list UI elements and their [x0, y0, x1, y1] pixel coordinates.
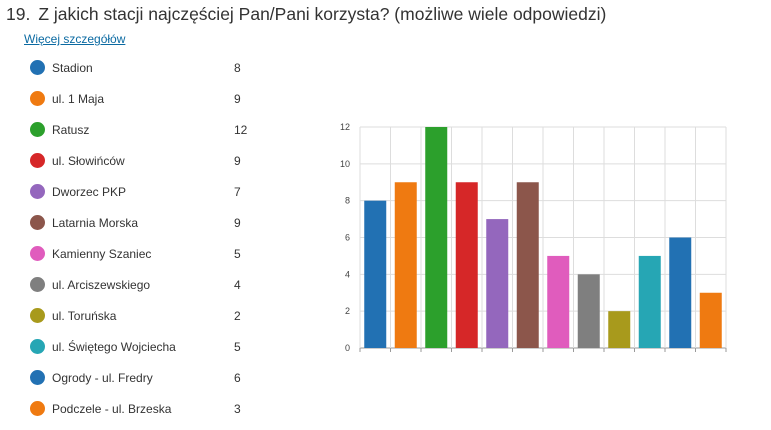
bar — [638, 255, 661, 348]
bar — [669, 237, 692, 348]
legend-label: ul. Toruńska — [52, 309, 117, 323]
legend-count: 6 — [234, 371, 241, 385]
legend-label: ul. Słowińców — [52, 154, 125, 168]
legend-count: 9 — [234, 92, 241, 106]
legend-color-dot — [30, 308, 45, 323]
legend-item: Ogrody - ul. Fredry 6 — [30, 368, 270, 399]
legend-label: ul. 1 Maja — [52, 92, 105, 106]
legend-count: 5 — [234, 247, 241, 261]
question-title: 19. Z jakich stacji najczęściej Pan/Pani … — [6, 4, 606, 25]
legend-label: Stadion — [52, 61, 93, 75]
legend-color-dot — [30, 184, 45, 199]
legend-label: Ogrody - ul. Fredry — [52, 371, 153, 385]
legend-count: 3 — [234, 402, 241, 416]
legend-count: 2 — [234, 309, 241, 323]
bar — [516, 182, 539, 348]
bar-chart: 0 2 4 6 8 10 12 — [330, 118, 730, 358]
bar — [608, 311, 631, 348]
y-tick-label: 10 — [340, 159, 350, 169]
y-tick-label: 2 — [345, 306, 350, 316]
bar — [699, 292, 722, 348]
y-tick-label: 6 — [345, 233, 350, 243]
bar — [486, 219, 509, 348]
legend-color-dot — [30, 277, 45, 292]
question-text: Z jakich stacji najczęściej Pan/Pani kor… — [38, 4, 607, 24]
legend-color-dot — [30, 401, 45, 416]
legend-color-dot — [30, 60, 45, 75]
legend-item: Stadion 8 — [30, 58, 270, 89]
legend-item: Kamienny Szaniec 5 — [30, 244, 270, 275]
y-tick-label: 8 — [345, 196, 350, 206]
legend-item: Dworzec PKP 7 — [30, 182, 270, 213]
legend-count: 8 — [234, 61, 241, 75]
legend-count: 9 — [234, 216, 241, 230]
bar — [547, 255, 570, 348]
legend-item: Ratusz 12 — [30, 120, 270, 151]
legend-count: 4 — [234, 278, 241, 292]
legend-color-dot — [30, 370, 45, 385]
bar — [425, 127, 448, 348]
legend-label: Podczele - ul. Brzeska — [52, 402, 172, 416]
bar — [455, 182, 478, 348]
legend-label: Ratusz — [52, 123, 90, 137]
y-tick-label: 0 — [345, 343, 350, 353]
legend-color-dot — [30, 215, 45, 230]
legend-item: Podczele - ul. Brzeska 3 — [30, 399, 270, 430]
question-number: 19. — [6, 4, 31, 24]
legend-count: 12 — [234, 123, 248, 137]
legend-color-dot — [30, 91, 45, 106]
legend-label: ul. Świętego Wojciecha — [52, 340, 176, 354]
legend-color-dot — [30, 246, 45, 261]
legend-item: ul. 1 Maja 9 — [30, 89, 270, 120]
bar — [577, 274, 600, 348]
legend-color-dot — [30, 122, 45, 137]
y-tick-label: 12 — [340, 122, 350, 132]
legend-item: ul. Arciszewskiego 4 — [30, 275, 270, 306]
legend-label: Dworzec PKP — [52, 185, 127, 199]
legend-count: 5 — [234, 340, 241, 354]
legend-color-dot — [30, 153, 45, 168]
bar — [364, 200, 387, 348]
bar — [394, 182, 417, 348]
bar-chart-svg: 0 2 4 6 8 10 12 — [340, 122, 727, 353]
legend-count: 7 — [234, 185, 241, 199]
legend-count: 9 — [234, 154, 241, 168]
legend-label: Latarnia Morska — [52, 216, 139, 230]
legend-item: ul. Świętego Wojciecha 5 — [30, 337, 270, 368]
y-tick-label: 4 — [345, 269, 350, 279]
chart-legend: Stadion 8 ul. 1 Maja 9 Ratusz 12 ul. Słowińców… — [30, 58, 270, 430]
legend-item: ul. Toruńska 2 — [30, 306, 270, 337]
more-details-link[interactable]: Więcej szczegółów — [24, 32, 126, 46]
legend-color-dot — [30, 339, 45, 354]
legend-label: ul. Arciszewskiego — [52, 278, 151, 292]
legend-item: ul. Słowińców 9 — [30, 151, 270, 182]
legend-item: Latarnia Morska 9 — [30, 213, 270, 244]
legend-label: Kamienny Szaniec — [52, 247, 152, 261]
